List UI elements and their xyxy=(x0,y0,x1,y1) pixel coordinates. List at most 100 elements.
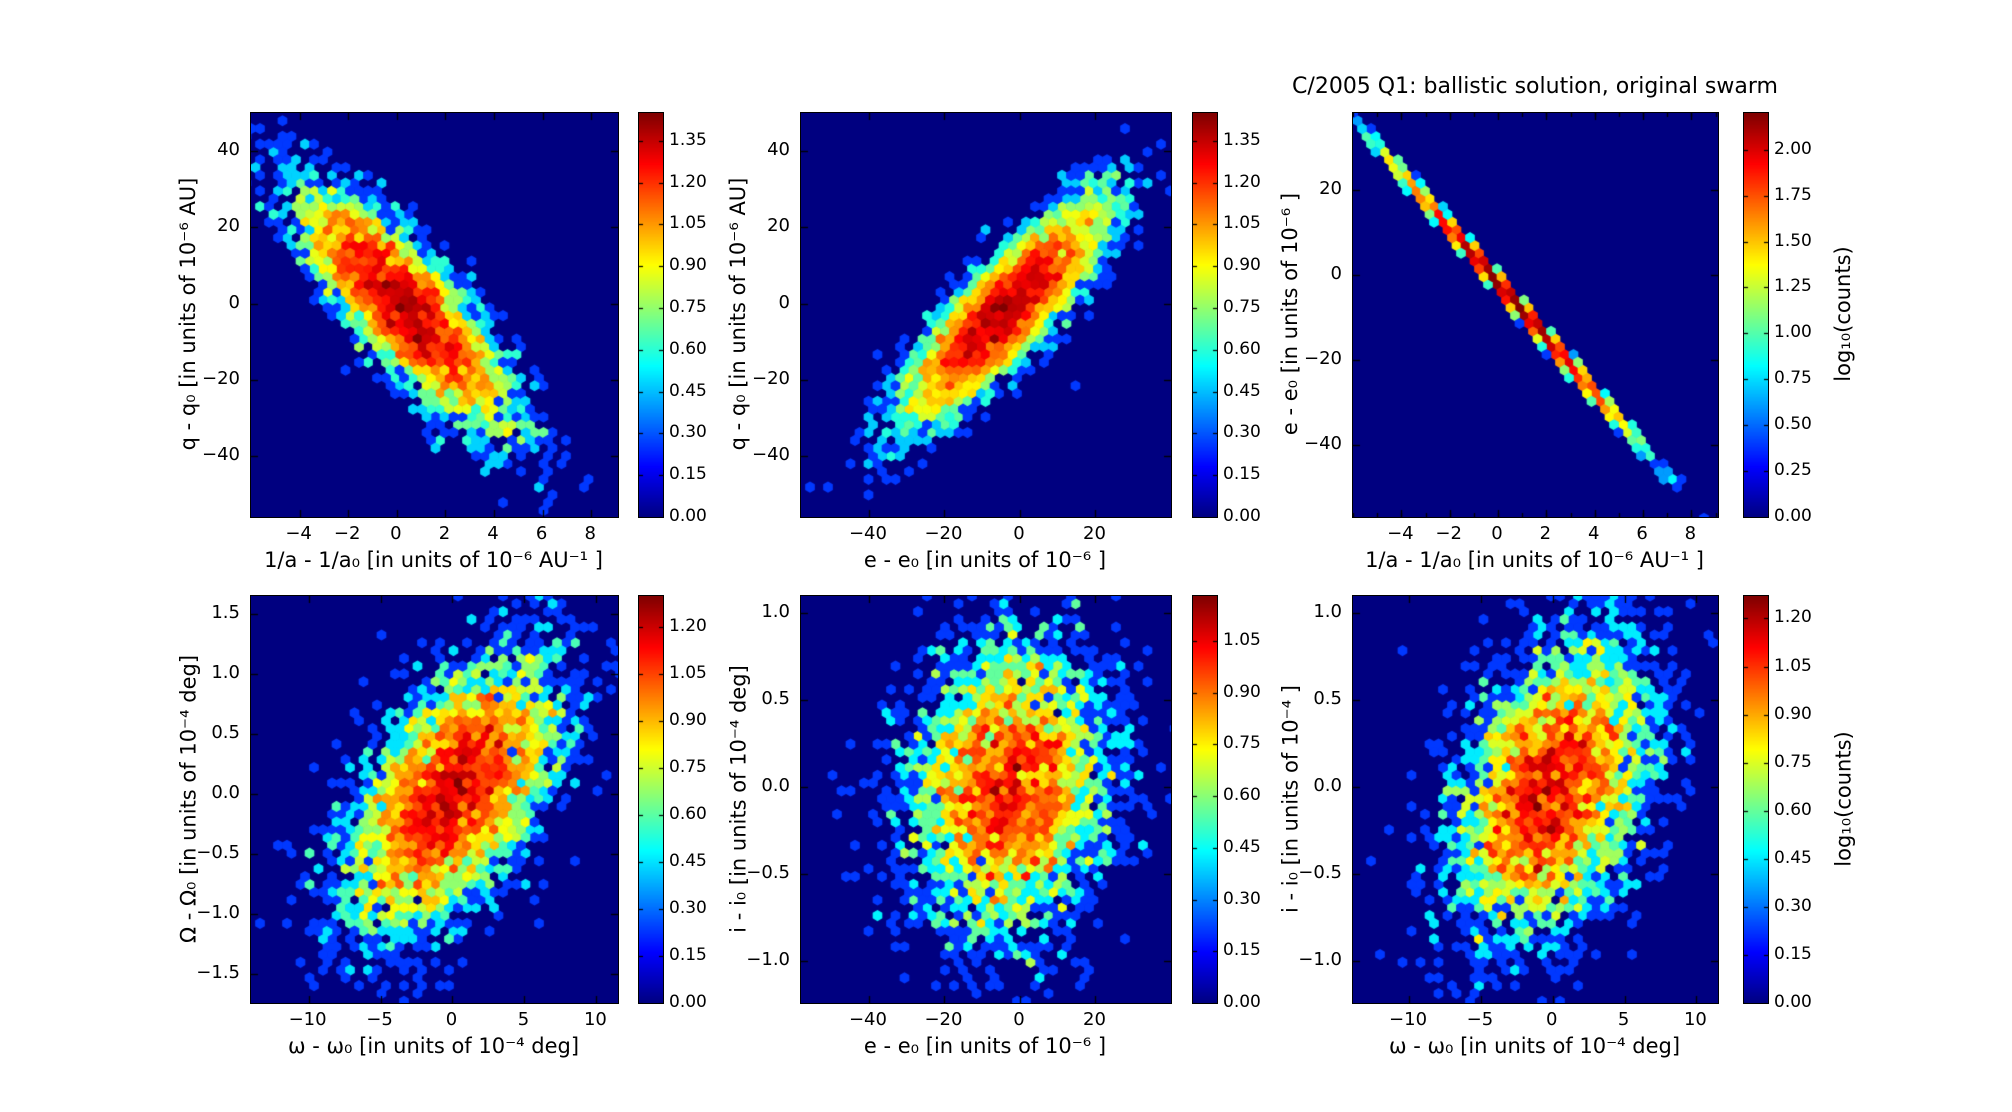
colorbar-tick-label: 0.25 xyxy=(1774,460,1812,481)
colorbar-tick-label: 0.00 xyxy=(1774,506,1812,526)
x-tick-label: 2 xyxy=(438,523,451,544)
colorbar-tick-label: 0.30 xyxy=(669,422,707,443)
y-tick-label: −1.0 xyxy=(746,949,790,971)
y-tick-label: −0.5 xyxy=(1298,862,1342,884)
colorbar-tick-label: 0.30 xyxy=(1774,895,1812,916)
y-tick-label: 0 xyxy=(778,291,790,313)
x-tick-label: 20 xyxy=(1083,1009,1106,1030)
colorbar-tick-label: 0.00 xyxy=(1223,992,1261,1012)
colorbar-tick-label: 0.60 xyxy=(1223,338,1261,359)
colorbar-tick-label: 0.90 xyxy=(1223,255,1261,276)
y-tick-label: −20 xyxy=(202,367,240,389)
y-tick-label: −40 xyxy=(202,444,240,466)
colorbar-tick-label: 2.00 xyxy=(1774,138,1812,159)
colorbar-tick-label: 1.00 xyxy=(1774,322,1812,343)
colorbar-tick-label: 0.30 xyxy=(1223,422,1261,443)
colorbar xyxy=(1192,112,1218,518)
x-tick-label: 2 xyxy=(1539,523,1552,544)
x-tick-label: −2 xyxy=(333,523,361,544)
x-axis-label: 1/a - 1/a₀ [in units of 10⁻⁶ AU⁻¹ ] xyxy=(1365,548,1704,572)
hexbin-plot xyxy=(1352,112,1719,518)
y-tick-label: 20 xyxy=(767,215,790,237)
colorbar-tick-label: 0.90 xyxy=(1223,681,1261,702)
x-tick-label: 20 xyxy=(1083,523,1106,544)
colorbar-tick-label: 0.45 xyxy=(1223,836,1261,857)
x-tick-label: −4 xyxy=(1387,523,1414,544)
colorbar-tick-label: 0.75 xyxy=(669,297,707,318)
y-tick-label: 0.5 xyxy=(1313,688,1342,710)
y-tick-label: 1.5 xyxy=(211,602,240,623)
colorbar-tick-label: 0.75 xyxy=(1774,368,1812,389)
colorbar-tick-label: 0.50 xyxy=(1774,414,1812,435)
colorbar-tick-label: 0.15 xyxy=(669,464,707,485)
colorbar-tick-label: 0.90 xyxy=(669,710,707,731)
colorbar-label: log₁₀(counts) xyxy=(1831,246,1855,382)
colorbar-tick-label: 1.05 xyxy=(1223,629,1261,650)
colorbar xyxy=(1192,595,1218,1004)
x-tick-label: −10 xyxy=(1389,1009,1428,1030)
colorbar-tick-label: 0.75 xyxy=(1774,751,1812,772)
colorbar-tick-label: 0.15 xyxy=(669,945,707,966)
hexbin-plot xyxy=(250,112,619,518)
x-tick-label: 5 xyxy=(517,1009,530,1030)
x-axis-label: e - e₀ [in units of 10⁻⁶ ] xyxy=(863,1034,1107,1058)
y-tick-label: 40 xyxy=(767,139,790,161)
y-tick-label: −0.5 xyxy=(196,842,240,864)
x-tick-label: −20 xyxy=(924,1009,963,1030)
colorbar-tick-label: 0.60 xyxy=(669,338,707,359)
y-tick-label: −1.0 xyxy=(196,902,240,924)
colorbar-tick-label: 0.30 xyxy=(1223,888,1261,909)
colorbar-tick-label: 1.20 xyxy=(1774,607,1812,628)
x-tick-label: 0 xyxy=(1491,523,1503,544)
colorbar-tick-label: 0.60 xyxy=(1223,785,1261,806)
colorbar-tick-label: 1.25 xyxy=(1774,276,1812,297)
y-tick-label: 0.5 xyxy=(761,688,790,710)
x-tick-label: 6 xyxy=(535,523,548,544)
colorbar-tick-label: 0.00 xyxy=(1774,992,1812,1012)
x-tick-label: −40 xyxy=(848,523,887,544)
x-tick-label: 8 xyxy=(584,523,596,544)
y-tick-label: −1.0 xyxy=(1298,949,1342,971)
colorbar-tick-label: 0.00 xyxy=(669,506,707,526)
hexbin-plot xyxy=(800,595,1172,1004)
colorbar-tick-label: 1.75 xyxy=(1774,184,1812,205)
colorbar-tick-label: 0.15 xyxy=(1223,464,1261,485)
x-tick-label: 4 xyxy=(487,523,499,544)
x-tick-label: 0 xyxy=(1546,1009,1558,1030)
colorbar-tick-label: 0.15 xyxy=(1223,940,1261,961)
x-tick-label: −4 xyxy=(285,523,312,544)
y-axis-label: i - i₀ [in units of 10⁻⁴ deg] xyxy=(726,664,750,933)
colorbar xyxy=(638,595,664,1004)
x-tick-label: 0 xyxy=(445,1009,458,1030)
colorbar-tick-label: 0.15 xyxy=(1774,943,1812,964)
x-tick-label: −20 xyxy=(924,523,963,544)
x-tick-label: −10 xyxy=(288,1009,327,1030)
colorbar-tick-label: 0.00 xyxy=(669,992,707,1012)
x-tick-label: 0 xyxy=(1013,523,1025,544)
colorbar-tick-label: 0.90 xyxy=(669,255,707,276)
colorbar-tick-label: 1.05 xyxy=(669,213,707,234)
y-tick-label: 0.0 xyxy=(761,775,790,797)
x-axis-label: 1/a - 1/a₀ [in units of 10⁻⁶ AU⁻¹ ] xyxy=(264,548,603,572)
x-tick-label: 10 xyxy=(1683,1009,1707,1030)
figure-title: C/2005 Q1: ballistic solution, original … xyxy=(1292,74,1778,99)
y-tick-label: 20 xyxy=(217,215,240,237)
y-tick-label: −20 xyxy=(1304,347,1342,369)
colorbar-tick-label: 1.20 xyxy=(1223,171,1261,192)
x-tick-label: 5 xyxy=(1617,1009,1630,1030)
y-tick-label: 0.5 xyxy=(211,722,240,744)
hexbin-plot xyxy=(250,595,619,1004)
hexbin-plot xyxy=(1352,595,1719,1004)
colorbar-tick-label: 1.20 xyxy=(669,171,707,192)
y-tick-label: 0.0 xyxy=(1313,775,1342,797)
colorbar-tick-label: 0.75 xyxy=(1223,297,1261,318)
colorbar-tick-label: 0.60 xyxy=(1774,799,1812,820)
colorbar-tick-label: 0.45 xyxy=(669,380,707,401)
colorbar-tick-label: 1.05 xyxy=(669,663,707,684)
colorbar-tick-label: 0.60 xyxy=(669,804,707,825)
x-tick-label: 0 xyxy=(390,523,402,544)
y-tick-label: 1.0 xyxy=(761,601,790,623)
x-axis-label: ω - ω₀ [in units of 10⁻⁴ deg] xyxy=(287,1034,580,1058)
colorbar-tick-label: 0.45 xyxy=(669,851,707,872)
